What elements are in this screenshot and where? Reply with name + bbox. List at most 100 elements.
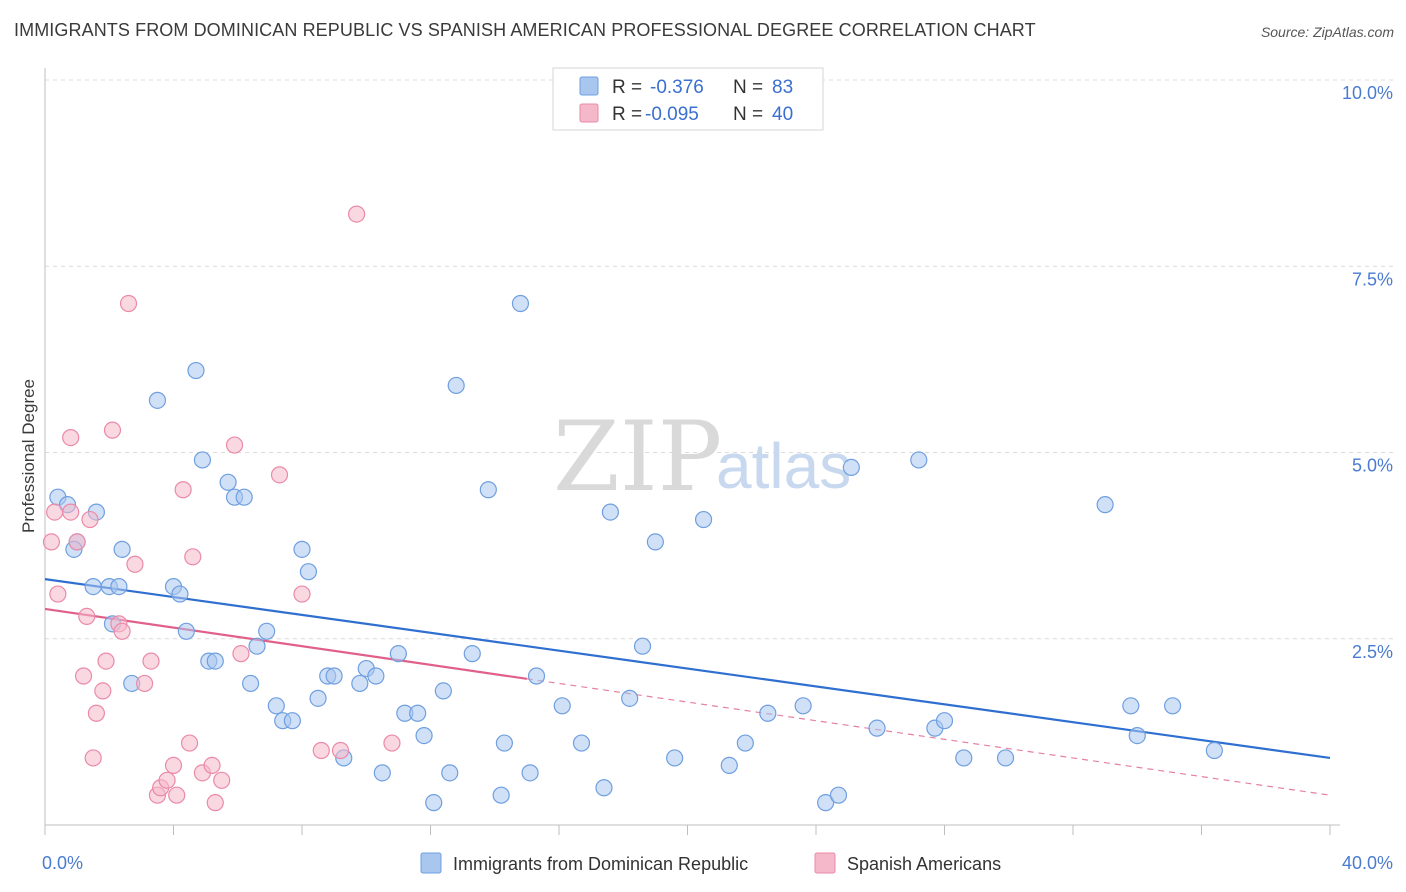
data-point-dominican-70 <box>910 451 928 469</box>
data-point-spanish-34 <box>270 466 289 484</box>
data-point-spanish-18 <box>135 674 154 693</box>
data-point-spanish-1 <box>46 503 64 521</box>
data-point-dominican-63 <box>736 734 754 752</box>
data-point-dominican-28 <box>293 540 311 558</box>
data-point-spanish-25 <box>174 481 192 499</box>
source-label: Source: ZipAtlas.com <box>1260 24 1394 40</box>
data-point-dominican-24 <box>258 622 276 640</box>
x-tick-label-1: 40.0% <box>1342 853 1393 873</box>
data-point-spanish-29 <box>203 756 221 775</box>
y-tick-label-3: 10.0% <box>1342 83 1393 103</box>
watermark-zip: ZIP <box>553 401 722 513</box>
data-point-dominican-54 <box>572 734 591 752</box>
data-point-dominican-58 <box>633 637 652 655</box>
data-point-dominican-27 <box>283 712 301 730</box>
watermark-atlas: atlas <box>716 430 851 502</box>
data-point-dominican-79 <box>1205 741 1223 760</box>
y-tick-labels: 2.5% 5.0% 7.5% 10.0% <box>1342 83 1393 662</box>
data-point-spanish-26 <box>180 734 199 752</box>
data-point-dominican-37 <box>373 764 391 782</box>
trend-line-spanish-dashed <box>526 678 1331 796</box>
data-point-dominican-67 <box>829 786 848 804</box>
y-tick-label-2: 7.5% <box>1352 269 1393 289</box>
data-point-spanish-5 <box>68 533 86 551</box>
x-tick-label-0: 0.0% <box>42 853 83 873</box>
data-point-dominican-73 <box>955 749 973 767</box>
data-point-dominican-19 <box>219 473 237 491</box>
series-legend-label-pink: Spanish Americans <box>847 854 1001 874</box>
data-point-dominican-22 <box>242 674 260 693</box>
data-point-dominican-41 <box>415 726 433 745</box>
data-point-dominican-49 <box>495 734 513 752</box>
data-point-dominican-42 <box>425 794 443 812</box>
data-point-spanish-16 <box>119 294 138 313</box>
data-point-dominican-50 <box>511 294 530 313</box>
y-tick-label-1: 5.0% <box>1352 456 1393 476</box>
data-point-spanish-37 <box>331 741 350 760</box>
data-point-spanish-2 <box>49 585 67 603</box>
data-point-dominican-40 <box>409 704 427 722</box>
legend-swatch-blue <box>579 76 599 96</box>
data-point-spanish-8 <box>81 510 99 529</box>
legend-r-label-2: R = <box>612 104 642 125</box>
data-point-dominican-66 <box>817 794 835 812</box>
data-point-dominican-9 <box>113 540 131 558</box>
data-point-dominican-53 <box>553 697 571 715</box>
data-point-dominican-61 <box>694 510 713 529</box>
data-point-dominican-48 <box>492 786 510 804</box>
data-point-dominican-77 <box>1128 726 1146 745</box>
correlation-legend: R = -0.376 N = 83 R = -0.095 N = 40 <box>552 67 824 131</box>
data-point-dominican-44 <box>441 764 459 782</box>
data-point-dominican-21 <box>235 488 253 506</box>
data-point-spanish-4 <box>62 429 80 447</box>
y-axis-label: Professional Degree <box>19 379 38 533</box>
data-point-dominican-57 <box>621 689 639 707</box>
data-point-dominican-15 <box>187 361 205 380</box>
data-point-spanish-33 <box>232 645 250 663</box>
chart-title: IMMIGRANTS FROM DOMINICAN REPUBLIC VS SP… <box>14 20 1036 40</box>
series-legend: Immigrants from Dominican Republic Spani… <box>420 852 1001 874</box>
legend-r-value-2: -0.095 <box>645 104 699 125</box>
data-point-dominican-32 <box>325 667 343 685</box>
series-legend-swatch-blue <box>420 852 442 874</box>
data-point-dominican-43 <box>434 682 452 700</box>
data-point-dominican-78 <box>1163 697 1182 715</box>
data-point-spanish-23 <box>164 756 183 775</box>
data-point-dominican-11 <box>148 391 167 409</box>
data-point-spanish-3 <box>62 503 80 521</box>
data-point-dominican-36 <box>367 667 385 685</box>
data-point-dominican-68 <box>842 458 860 476</box>
data-point-dominican-74 <box>996 749 1015 767</box>
data-point-spanish-35 <box>293 585 311 603</box>
data-point-spanish-32 <box>225 436 244 454</box>
trend-lines <box>44 578 1331 796</box>
watermark: ZIP atlas <box>553 401 851 513</box>
data-point-spanish-6 <box>74 667 93 685</box>
data-point-dominican-30 <box>309 689 327 707</box>
data-point-dominican-34 <box>351 674 369 693</box>
data-point-dominican-72 <box>935 712 954 730</box>
data-point-dominican-76 <box>1122 697 1140 715</box>
data-point-dominican-29 <box>299 563 318 581</box>
data-point-dominican-8 <box>110 577 128 596</box>
data-point-dominican-23 <box>248 637 266 655</box>
data-point-dominican-56 <box>601 503 620 521</box>
data-point-spanish-12 <box>97 652 115 670</box>
x-tick-labels: 0.0% 40.0% <box>42 853 1393 873</box>
data-point-dominican-62 <box>720 756 738 775</box>
legend-n-value-2: 40 <box>772 104 793 125</box>
data-points <box>42 205 1223 812</box>
data-point-spanish-13 <box>103 421 122 439</box>
legend-r-value-1: -0.376 <box>650 77 704 98</box>
data-point-spanish-31 <box>213 771 231 789</box>
data-point-spanish-11 <box>94 682 112 700</box>
data-point-spanish-7 <box>78 607 96 626</box>
data-point-spanish-17 <box>126 555 144 573</box>
data-point-spanish-30 <box>206 794 224 812</box>
data-point-spanish-19 <box>142 652 160 670</box>
trend-line-dominican <box>44 578 1331 760</box>
data-point-spanish-9 <box>84 749 102 767</box>
data-point-dominican-47 <box>479 481 497 499</box>
legend-swatch-pink <box>579 103 599 123</box>
